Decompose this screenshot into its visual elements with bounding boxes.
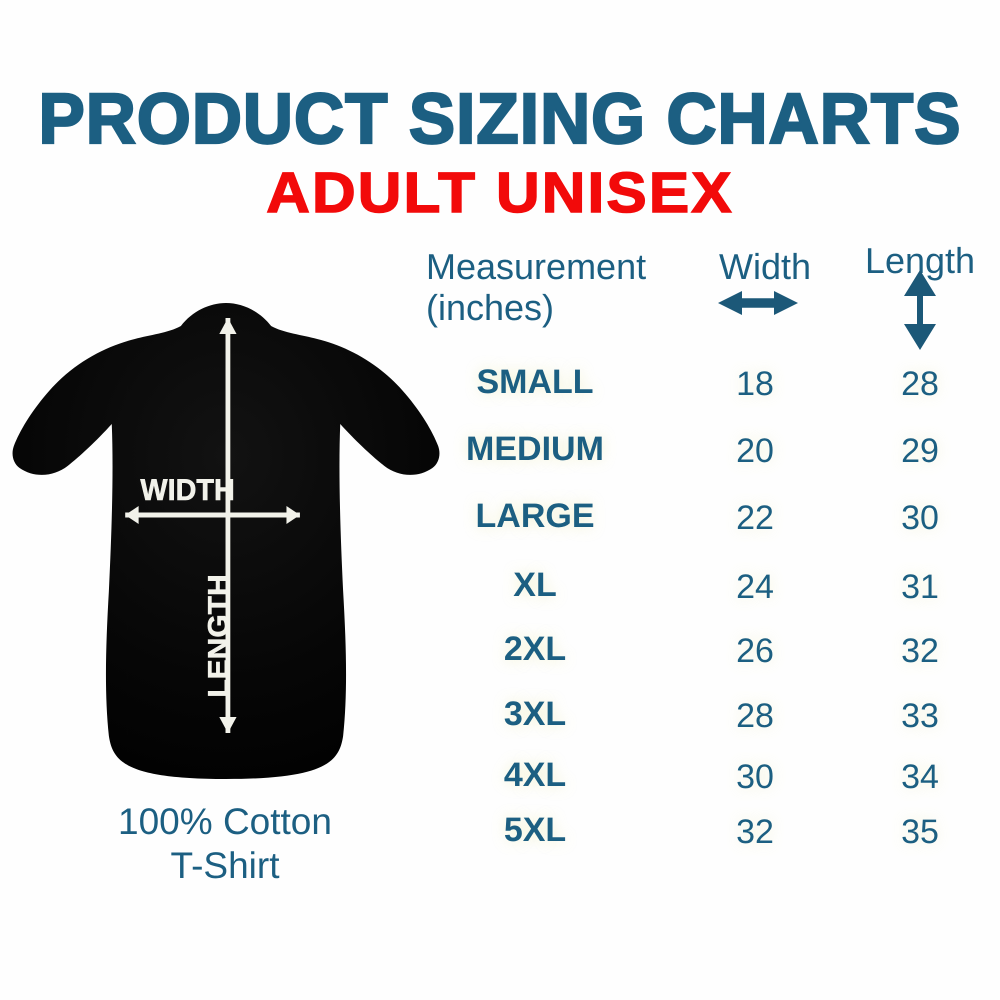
svg-text:LENGTH: LENGTH — [203, 574, 235, 697]
svg-text:WIDTH: WIDTH — [140, 474, 234, 507]
